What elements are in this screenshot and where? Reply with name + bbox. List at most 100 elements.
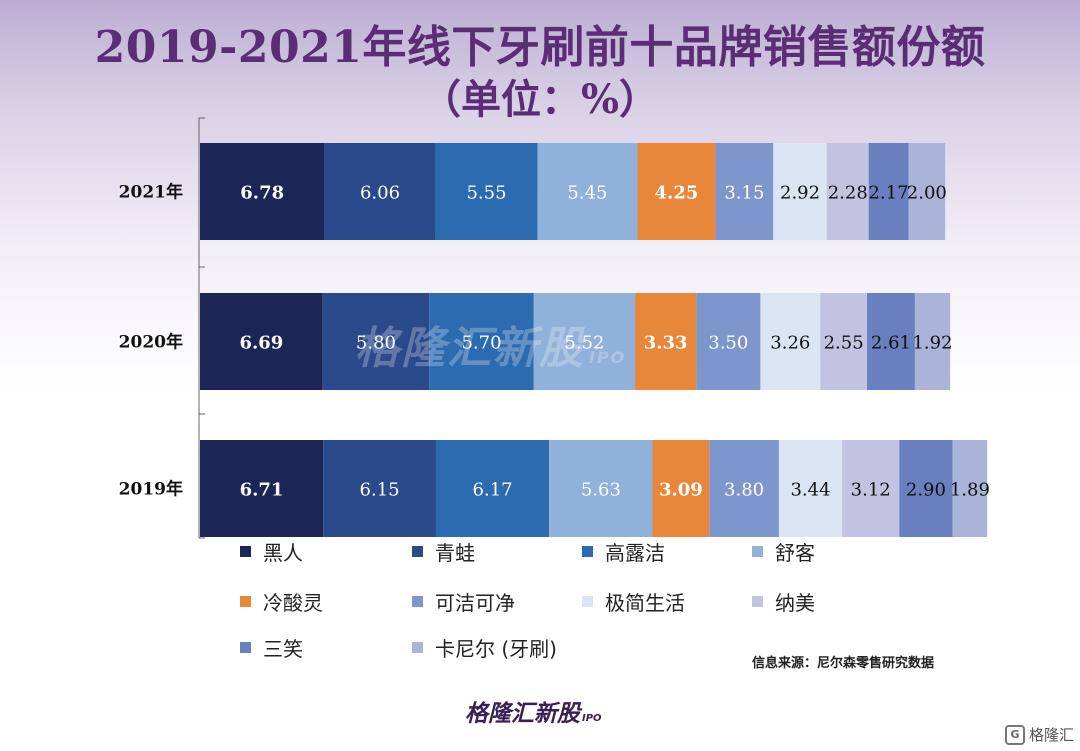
- bar-segment: [323, 440, 436, 537]
- bar-segment: [715, 143, 774, 240]
- legend-swatch: [240, 595, 251, 607]
- data-label: 2.17: [869, 183, 909, 204]
- data-label: 5.80: [356, 333, 396, 354]
- brand-logo-text: 格隆汇新股: [465, 701, 580, 727]
- bar-segment: [842, 440, 900, 537]
- bar-segment: [429, 293, 534, 390]
- legend-label: 高露洁: [605, 540, 665, 565]
- legend-item: 舒客: [752, 540, 815, 565]
- legend-item: 三笑: [240, 636, 303, 661]
- legend-swatch: [752, 595, 763, 607]
- source-note: 信息来源：尼尔森零售研究数据: [752, 656, 935, 671]
- legend-swatch: [752, 545, 763, 557]
- chart-title: 2019-2021年线下牙刷前十品牌销售额份额: [94, 22, 986, 73]
- bar-segment: [778, 440, 843, 537]
- bar-segment: [435, 143, 538, 240]
- legend-item: 黑人: [240, 540, 303, 565]
- bar-segment: [637, 143, 716, 240]
- data-label: 2.28: [828, 183, 868, 204]
- legend-label: 可洁可净: [435, 590, 515, 615]
- data-label: 4.25: [655, 183, 699, 204]
- bar-segment: [324, 143, 436, 240]
- watermark-text: 格隆汇新股: [355, 323, 585, 374]
- data-label: 3.15: [724, 183, 764, 204]
- data-label: 2.55: [824, 333, 864, 354]
- bar-segment: [549, 440, 653, 537]
- bar-segment: [696, 293, 761, 390]
- watermark-ipo: IPO: [589, 348, 627, 367]
- corner-badge: G 格隆汇: [1004, 724, 1074, 745]
- data-label: 5.55: [466, 183, 506, 204]
- data-label: 1.89: [950, 480, 990, 501]
- data-label: 2.00: [907, 183, 947, 204]
- bar-segment: [322, 293, 430, 390]
- bar-segment: [200, 143, 325, 240]
- legend-item: 青蛙: [412, 540, 475, 565]
- legend-label: 极简生活: [605, 590, 685, 615]
- legend-item: 高露洁: [582, 540, 665, 565]
- bar-segment: [867, 293, 915, 390]
- bar-segment: [635, 293, 697, 390]
- legend-item: 冷酸灵: [240, 590, 323, 615]
- data-label: 5.45: [567, 183, 607, 204]
- legend-label: 黑人: [263, 540, 303, 565]
- bar-segment: [709, 440, 779, 537]
- data-label: 3.44: [790, 480, 830, 501]
- legend-label: 舒客: [775, 540, 815, 565]
- data-label: 3.09: [659, 480, 703, 501]
- legend-label: 卡尼尔 (牙刷): [435, 636, 557, 661]
- legend-swatch: [412, 595, 423, 607]
- data-label: 6.71: [240, 480, 284, 501]
- legend: 黑人 青蛙 高露洁 舒客冷酸灵 可洁可净 极简生活 纳美三笑 卡尼尔 (牙刷): [240, 540, 840, 670]
- legend-label: 纳美: [775, 590, 815, 615]
- bar-segment: [652, 440, 710, 537]
- bar-segment: [820, 293, 868, 390]
- data-label: 5.63: [581, 480, 621, 501]
- bar-segment: [760, 293, 821, 390]
- data-label: 6.69: [239, 333, 283, 354]
- legend-swatch: [582, 545, 593, 557]
- brand-logo: 格隆汇新股 IPO: [465, 694, 602, 728]
- bar-segment: [533, 293, 636, 390]
- bar-segment: [773, 143, 827, 240]
- legend-label: 三笑: [263, 636, 303, 661]
- gelonghui-icon: G: [1004, 724, 1025, 745]
- data-label: 5.52: [564, 333, 604, 354]
- data-label: 3.12: [851, 480, 891, 501]
- category-label: 2019年: [119, 479, 183, 500]
- bar-segment: [200, 440, 324, 537]
- legend-swatch: [412, 641, 423, 653]
- category-label: 2020年: [119, 332, 183, 353]
- data-label: 3.33: [644, 333, 688, 354]
- watermark: 格隆汇新股 IPO: [355, 312, 626, 376]
- data-label: 6.17: [473, 480, 513, 501]
- data-label: 1.92: [912, 333, 952, 354]
- legend-label: 冷酸灵: [263, 590, 323, 615]
- bar-segment: [200, 293, 323, 390]
- legend-item: 极简生活: [582, 590, 685, 615]
- legend-item: 卡尼尔 (牙刷): [412, 636, 557, 661]
- legend-label: 青蛙: [435, 540, 475, 565]
- corner-badge-text: 格隆汇: [1028, 726, 1074, 744]
- data-label: 3.50: [708, 333, 748, 354]
- bar-segment: [908, 143, 946, 240]
- data-label: 6.15: [360, 480, 400, 501]
- bar-segment: [914, 293, 951, 390]
- chart-subtitle: （单位：%）: [420, 76, 659, 123]
- bar-segment: [826, 143, 869, 240]
- data-label: 3.26: [770, 333, 810, 354]
- bar-segment: [435, 440, 550, 537]
- data-label: 6.78: [240, 183, 284, 204]
- legend-item: 可洁可净: [412, 590, 515, 615]
- data-label: 3.80: [724, 480, 764, 501]
- data-label: 2.90: [906, 480, 946, 501]
- data-label: 6.06: [360, 183, 400, 204]
- data-label: 5.70: [461, 333, 501, 354]
- bar-segment: [899, 440, 953, 537]
- data-label: 2.92: [780, 183, 820, 204]
- bar-segment: [868, 143, 909, 240]
- legend-swatch: [412, 545, 423, 557]
- legend-item: 纳美: [752, 590, 815, 615]
- legend-swatch: [240, 545, 251, 557]
